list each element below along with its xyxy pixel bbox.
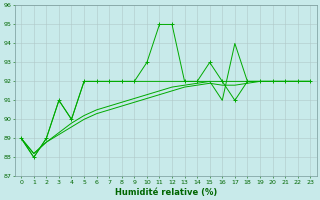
X-axis label: Humidité relative (%): Humidité relative (%) [115, 188, 217, 197]
